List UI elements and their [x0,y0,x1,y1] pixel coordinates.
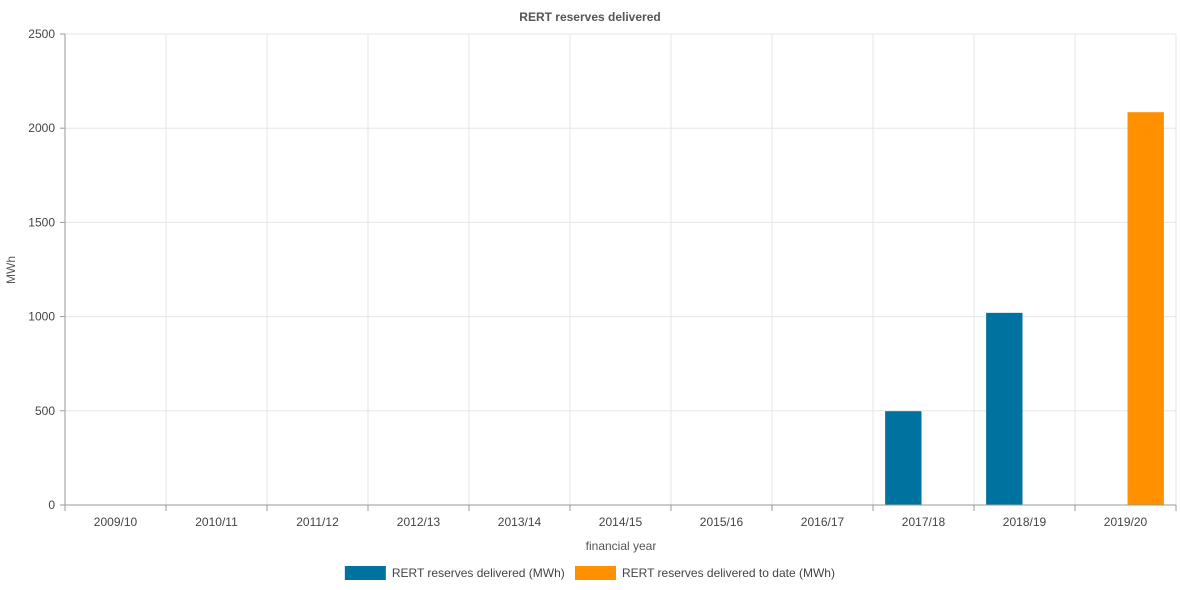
x-tick-label: 2009/10 [94,515,138,529]
bar-delivered-to-date[interactable] [1127,112,1164,505]
x-tick-label: 2016/17 [801,515,845,529]
x-tick-label: 2017/18 [902,515,946,529]
chart-title: RERT reserves delivered [519,10,660,24]
y-axis-ticks: 0 500 1000 1500 2000 2500 [28,27,55,512]
y-tick-label: 1500 [28,215,55,229]
y-tick-label: 2500 [28,27,55,41]
x-tick-label: 2018/19 [1003,515,1047,529]
y-tick-label: 500 [35,404,55,418]
x-tick-label: 2014/15 [599,515,643,529]
x-tick-label: 2013/14 [498,515,542,529]
x-tick-label: 2012/13 [397,515,441,529]
x-tick-label: 2010/11 [195,515,238,529]
legend-label[interactable]: RERT reserves delivered (MWh) [392,566,565,580]
y-tick-label: 2000 [28,121,55,135]
x-axis-ticks: 2009/10 2010/11 2011/12 2012/13 2013/14 2014/… [94,515,1148,529]
x-tick-label: 2019/20 [1104,515,1148,529]
y-tick-label: 1000 [28,310,55,324]
x-axis-title: financial year [586,539,657,553]
x-tick-label: 2015/16 [700,515,744,529]
gridlines [65,33,1177,505]
legend-swatch[interactable] [574,566,616,580]
legend: RERT reserves delivered (MWh) RERT reserv… [344,566,835,580]
legend-swatch[interactable] [344,566,386,580]
bar-delivered[interactable] [885,411,922,505]
axes [60,33,1177,511]
legend-label[interactable]: RERT reserves delivered to date (MWh) [622,566,835,580]
y-axis-title: MWh [4,256,18,284]
bar-delivered[interactable] [986,312,1023,505]
bars [885,112,1164,505]
y-tick-label: 0 [48,498,55,512]
x-tick-label: 2011/12 [296,515,339,529]
